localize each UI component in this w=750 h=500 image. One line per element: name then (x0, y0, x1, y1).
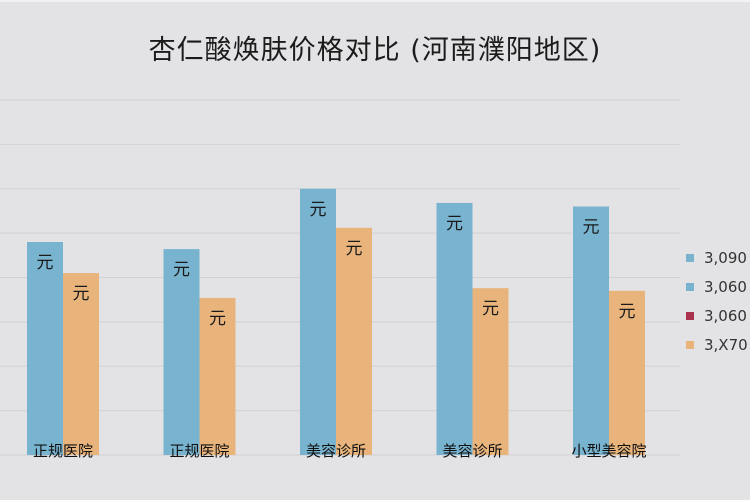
legend-item: 3,060 (686, 301, 748, 330)
legend-label: 3,060 (704, 277, 747, 296)
top-border (0, 0, 750, 2)
bar-data-label: 元 (173, 260, 190, 280)
category-label: 正规医院 (32, 442, 93, 460)
bar (63, 273, 99, 455)
legend-item: 3,060 (686, 272, 748, 301)
legend-swatch (686, 311, 694, 320)
bar-data-label: 元 (482, 299, 499, 319)
bar (27, 242, 63, 455)
bar-data-label: 元 (583, 218, 600, 238)
bar-data-label: 元 (37, 253, 54, 273)
category-label: 美容诊所 (305, 442, 366, 460)
bar-data-label: 元 (446, 214, 463, 234)
legend-swatch (686, 253, 694, 262)
bar (436, 202, 473, 455)
bar-data-label: 元 (346, 239, 363, 259)
legend-swatch (686, 340, 694, 349)
category-label: 美容诊所 (442, 442, 503, 460)
bar (163, 249, 200, 455)
bar-data-label: 元 (73, 284, 90, 304)
bar-data-label: 元 (310, 200, 327, 220)
bar (472, 288, 509, 455)
legend-swatch (686, 282, 694, 291)
bar (199, 297, 236, 455)
chart-title: 杏仁酸焕肤价格对比 (河南濮阳地区) (148, 35, 602, 66)
legend-label: 3,X70 (704, 335, 748, 354)
legend-label: 3,060 (704, 306, 747, 325)
category-label: 正规医院 (169, 442, 230, 460)
bar (300, 188, 336, 455)
legend: 3,090 3,060 3,060 3,X70 (686, 243, 748, 359)
category-label: 小型美容院 (571, 442, 647, 460)
legend-item: 3,X70 (686, 330, 748, 359)
bar (609, 290, 645, 455)
legend-label: 3,090 (704, 248, 747, 267)
bar (336, 227, 372, 455)
bar (573, 206, 609, 455)
bar-data-label: 元 (619, 302, 636, 322)
bar-data-label: 元 (209, 309, 226, 329)
legend-item: 3,090 (686, 243, 748, 272)
